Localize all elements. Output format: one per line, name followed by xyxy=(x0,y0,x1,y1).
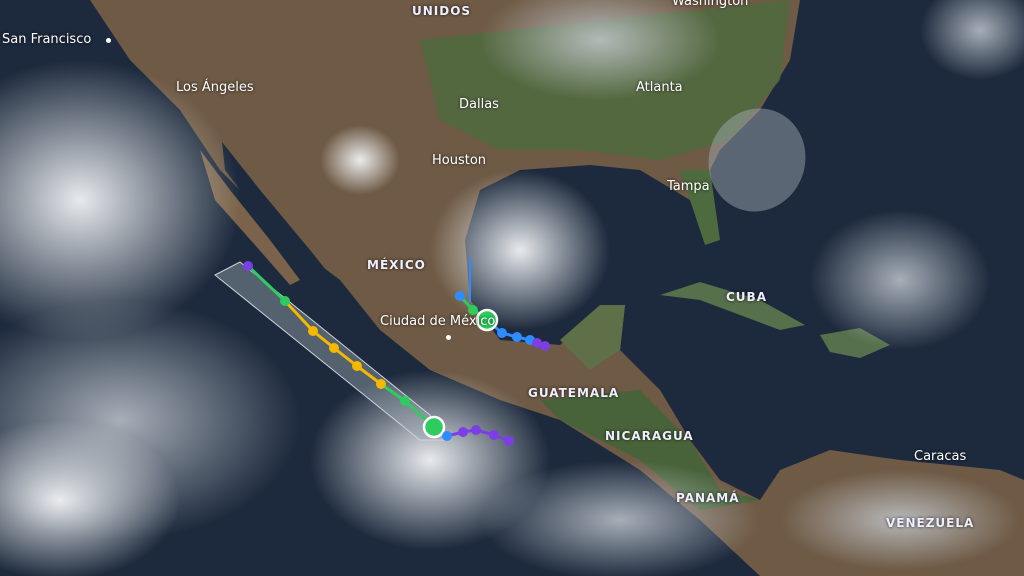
city-label: Atlanta xyxy=(636,80,683,95)
track-point[interactable] xyxy=(489,430,499,440)
track-point[interactable] xyxy=(352,361,362,371)
track-point[interactable] xyxy=(243,261,253,271)
storm-current-position[interactable] xyxy=(475,308,499,332)
country-label: VENEZUELA xyxy=(886,516,975,530)
track-segment xyxy=(283,299,315,333)
city-dot xyxy=(446,335,451,340)
land-north-america xyxy=(90,0,1024,576)
city-label: San Francisco xyxy=(2,32,92,47)
track-point[interactable] xyxy=(540,341,550,351)
country-label: PANAMÁ xyxy=(676,491,740,505)
disturbance-area[interactable] xyxy=(694,95,820,226)
country-label: CUBA xyxy=(726,290,767,304)
track-point[interactable] xyxy=(376,379,386,389)
city-label: Houston xyxy=(432,153,487,168)
track-point[interactable] xyxy=(400,396,410,406)
track-point[interactable] xyxy=(308,326,318,336)
city-dot xyxy=(106,38,111,43)
city-label: Washington xyxy=(672,0,749,9)
track-point[interactable] xyxy=(497,328,507,338)
track-point[interactable] xyxy=(504,436,514,446)
city-label: Caracas xyxy=(914,449,967,464)
city-label: Los Ángeles xyxy=(176,80,254,95)
country-label: MÉXICO xyxy=(367,258,426,272)
track-point[interactable] xyxy=(532,338,542,348)
city-label: Ciudad de México xyxy=(380,314,496,329)
track-point[interactable] xyxy=(455,291,465,301)
track-point[interactable] xyxy=(512,332,522,342)
track-point[interactable] xyxy=(458,427,468,437)
city-label: Tampa xyxy=(667,179,710,194)
city-label: Dallas xyxy=(459,97,499,112)
track-point[interactable] xyxy=(280,296,290,306)
track-point[interactable] xyxy=(471,425,481,435)
florida xyxy=(680,170,720,245)
gulf-of-california xyxy=(222,142,350,305)
cuba xyxy=(660,282,805,330)
track-segment xyxy=(246,264,287,303)
storm-tracks xyxy=(243,261,550,446)
country-label: NICARAGUA xyxy=(605,429,694,443)
yucatan xyxy=(560,305,625,370)
track-point[interactable] xyxy=(329,343,339,353)
track-point[interactable] xyxy=(468,305,478,315)
country-label: GUATEMALA xyxy=(528,386,620,400)
track-point[interactable] xyxy=(442,431,452,441)
country-label: UNIDOS xyxy=(412,4,472,18)
storm-current-position[interactable] xyxy=(422,415,446,439)
